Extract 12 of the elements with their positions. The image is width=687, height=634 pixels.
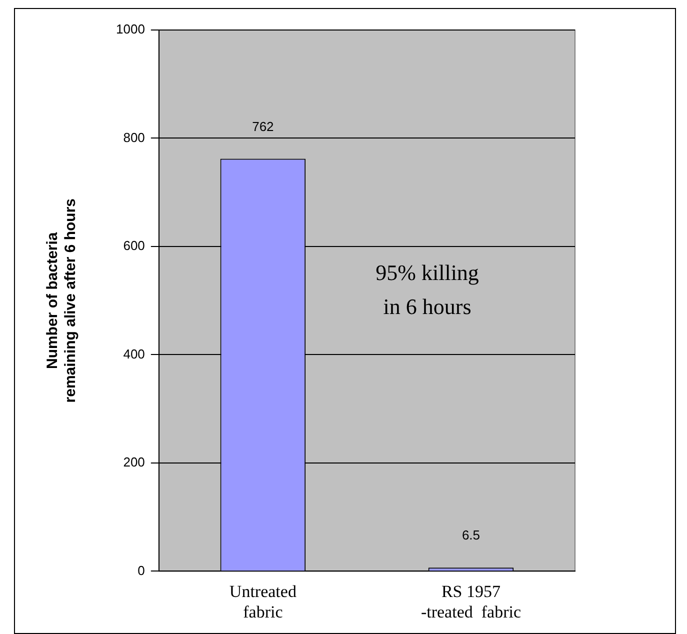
data-label: 762 (252, 118, 274, 134)
x-tick-label: Untreated fabric (229, 582, 297, 622)
y-axis-title: Number of bacteria remaining alive after 6 hours (44, 198, 80, 403)
y-tick-label: 400 (123, 346, 145, 362)
y-tick-label: 0 (138, 562, 145, 578)
x-tick-label: RS 1957 -treated fabric (420, 582, 522, 622)
y-tick-label: 200 (123, 454, 145, 470)
annotation: 95% killing in 6 hours (376, 260, 479, 319)
y-tick-label: 1000 (116, 22, 145, 37)
y-tick-label: 600 (123, 238, 145, 254)
data-label: 6.5 (462, 528, 480, 543)
y-tick-label: 800 (123, 130, 145, 145)
